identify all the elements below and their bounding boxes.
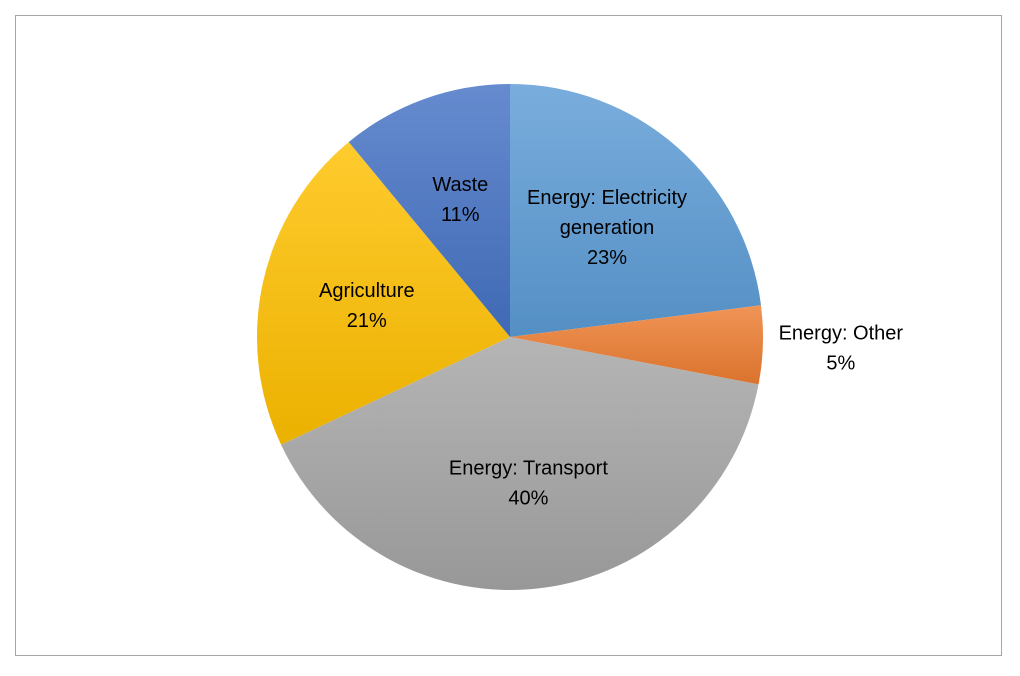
slice-value-label: 5% [826,352,855,374]
slice-value-label: 21% [347,310,387,332]
slice-category-label: Energy: Electricity [527,187,687,209]
slice-label: Energy: Transport 40% [449,458,608,510]
pie-slice [281,337,759,591]
slice-label: Waste 11% [432,174,488,226]
slice-category-label: Agriculture [319,280,415,302]
slice-category-label: Waste [432,174,488,196]
slice-label: Energy: Other 5% [779,322,904,374]
slice-value-label: 40% [508,488,548,510]
slice-category-label: Energy: Other [779,322,904,344]
slice-label: Agriculture 21% [319,280,415,332]
slice-label: Energy: Electricity generation 23% [527,187,687,269]
pie-slice [510,84,762,337]
slice-category-label: generation [560,217,655,239]
slice-value-label: 11% [441,204,480,226]
pie-chart: Energy: Electricity generation 23%Energy: … [257,84,904,591]
pie-slice [257,142,510,445]
slice-value-label: 23% [587,247,627,269]
pie-slice [510,305,763,385]
chart-frame: Energy: Electricity generation 23% Energy: … [15,15,1002,656]
pie-slice [348,84,510,337]
slice-category-label: Energy: Transport [449,458,608,480]
